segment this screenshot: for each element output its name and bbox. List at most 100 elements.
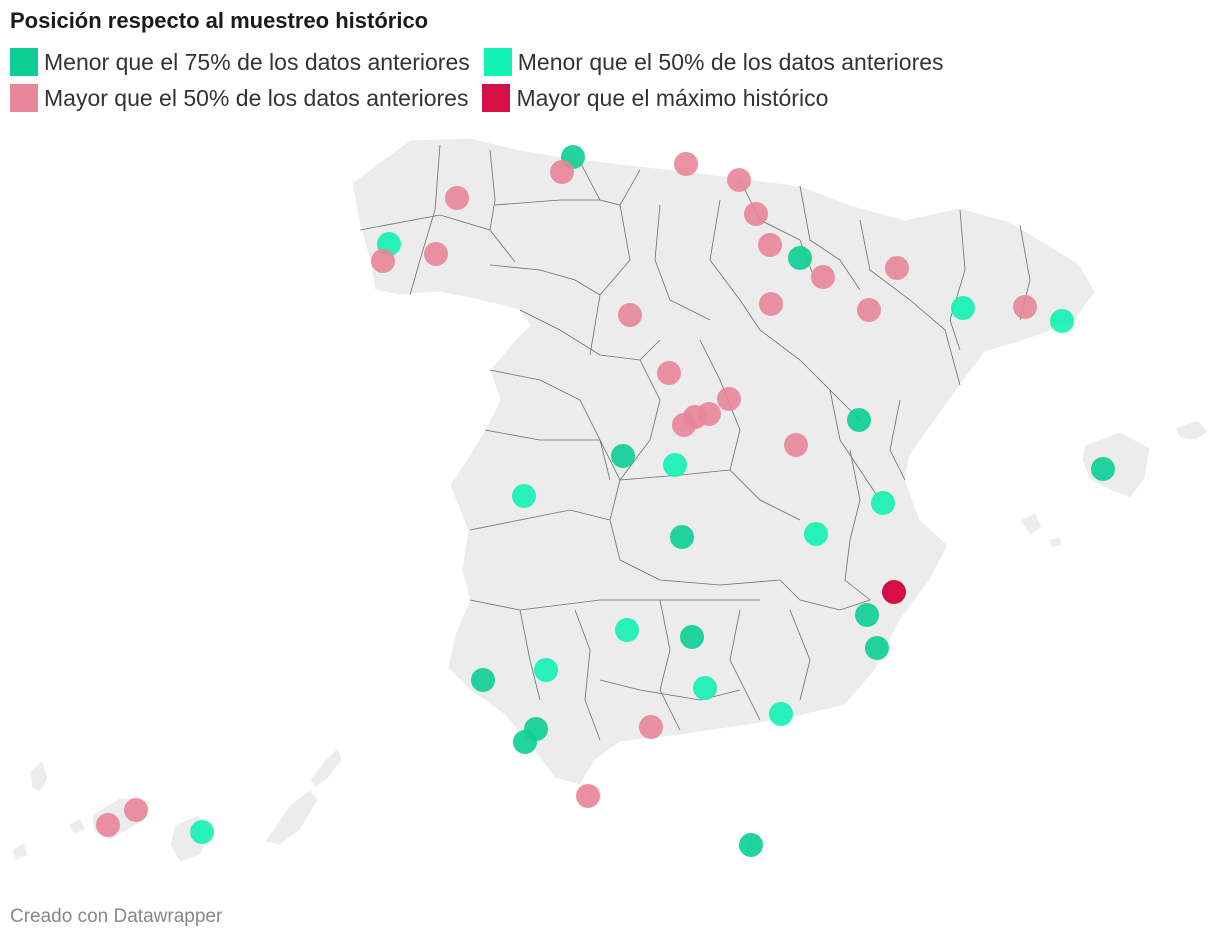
station-dot[interactable]: [618, 303, 642, 327]
station-dot[interactable]: [513, 730, 537, 754]
legend-item-mayor-50[interactable]: Mayor que el 50% de los datos anteriores: [10, 80, 468, 116]
border-murcia: [789, 609, 811, 701]
legend-label-mayor-50: Mayor que el 50% de los datos anteriores: [44, 85, 469, 111]
station-dot[interactable]: [857, 298, 881, 322]
border-center-c: [619, 359, 661, 481]
border-andalucia-b: [574, 609, 601, 741]
station-dot[interactable]: [811, 265, 835, 289]
legend-item-menor-75[interactable]: Menor que el 75% de los datos anteriores: [10, 44, 470, 80]
border-castilla-la-mancha-b: [609, 519, 781, 586]
legend-item-menor-50[interactable]: Menor que el 50% de los datos anteriores: [483, 44, 944, 80]
station-dot[interactable]: [471, 668, 495, 692]
station-dot[interactable]: [96, 813, 120, 837]
border-valencia-b: [779, 579, 871, 611]
station-dot[interactable]: [190, 820, 214, 844]
border-leon: [489, 264, 601, 296]
legend-swatch-mayor-50: [10, 84, 38, 112]
station-dot[interactable]: [855, 603, 879, 627]
border-castilla-c: [709, 199, 761, 331]
station-dot[interactable]: [758, 233, 782, 257]
border-castilla-a: [589, 204, 631, 356]
ibiza-shape: [1019, 512, 1043, 536]
station-dot[interactable]: [371, 249, 395, 273]
border-andalucia-c: [659, 599, 681, 731]
border-castilla-b: [654, 204, 711, 321]
la-palma-shape: [29, 759, 49, 793]
province-borders: [359, 144, 1031, 741]
border-andalucia-d: [729, 609, 761, 721]
border-north: [494, 199, 600, 206]
station-dot[interactable]: [550, 160, 574, 184]
legend-swatch-menor-75: [10, 48, 38, 76]
station-dot[interactable]: [865, 636, 889, 660]
station-dot[interactable]: [727, 168, 751, 192]
station-dot[interactable]: [674, 152, 698, 176]
border-extremadura-b: [469, 509, 611, 531]
menorca-shape: [1174, 419, 1209, 441]
station-dot[interactable]: [663, 453, 687, 477]
station-dot[interactable]: [680, 625, 704, 649]
legend-label-mayor-maximo: Mayor que el máximo histórico: [516, 85, 829, 111]
station-dot[interactable]: [124, 798, 148, 822]
map-title: Posición respecto al muestreo histórico: [10, 8, 429, 33]
credit-text: Creado con Datawrapper: [10, 906, 223, 927]
station-dot[interactable]: [788, 246, 812, 270]
station-dot[interactable]: [804, 522, 828, 546]
station-dot[interactable]: [744, 202, 768, 226]
station-dot[interactable]: [951, 296, 975, 320]
station-dot[interactable]: [717, 387, 741, 411]
legend-label-menor-75: Menor que el 75% de los datos anteriores: [44, 49, 470, 75]
station-dot[interactable]: [611, 444, 635, 468]
border-catalonia-a: [949, 209, 966, 351]
station-dot[interactable]: [847, 408, 871, 432]
border-galicia-inner: [359, 214, 516, 263]
station-dot[interactable]: [670, 525, 694, 549]
border-galicia: [409, 144, 441, 296]
station-dot[interactable]: [882, 580, 906, 604]
station-dot[interactable]: [615, 618, 639, 642]
station-dot[interactable]: [693, 676, 717, 700]
peninsula-shape: [351, 137, 1096, 786]
station-dot[interactable]: [759, 292, 783, 316]
station-dots: [96, 145, 1115, 857]
border-asturias: [489, 149, 496, 231]
station-dot[interactable]: [1050, 309, 1074, 333]
station-dot[interactable]: [739, 833, 763, 857]
border-valencia-a: [844, 449, 871, 601]
station-dot[interactable]: [576, 784, 600, 808]
border-center-a: [519, 309, 661, 361]
legend: Menor que el 75% de los datos anteriores…: [10, 44, 1200, 116]
station-dot[interactable]: [424, 242, 448, 266]
legend-swatch-menor-50: [483, 48, 512, 76]
border-andalucia-e: [519, 609, 541, 701]
station-dot[interactable]: [445, 186, 469, 210]
border-east-a: [829, 389, 881, 501]
station-dot[interactable]: [657, 361, 681, 385]
legend-item-mayor-maximo[interactable]: Mayor que el máximo histórico: [482, 80, 828, 116]
station-dot[interactable]: [1091, 457, 1115, 481]
station-dot[interactable]: [784, 433, 808, 457]
border-aragon: [859, 219, 961, 386]
station-dot[interactable]: [885, 256, 909, 280]
station-dot[interactable]: [512, 484, 536, 508]
formentera-shape: [1047, 536, 1063, 549]
border-center-b: [489, 369, 611, 481]
border-center-e: [759, 329, 861, 421]
station-dot[interactable]: [1013, 295, 1037, 319]
border-extremadura: [484, 429, 621, 521]
lanzarote-shape: [309, 747, 343, 789]
station-dot[interactable]: [871, 491, 895, 515]
map-land: [11, 137, 1209, 863]
station-dot[interactable]: [639, 715, 663, 739]
station-dot[interactable]: [672, 413, 696, 437]
mallorca-shape: [1081, 431, 1151, 499]
border-east-b: [889, 399, 906, 481]
border-navarra: [799, 185, 861, 291]
border-castilla-la-mancha-a: [619, 469, 801, 521]
station-dot[interactable]: [769, 702, 793, 726]
station-dot[interactable]: [534, 658, 558, 682]
legend-label-menor-50: Menor que el 50% de los datos anteriores: [517, 49, 944, 75]
border-cantabria: [579, 161, 641, 206]
legend-swatch-mayor-maximo: [482, 84, 511, 112]
